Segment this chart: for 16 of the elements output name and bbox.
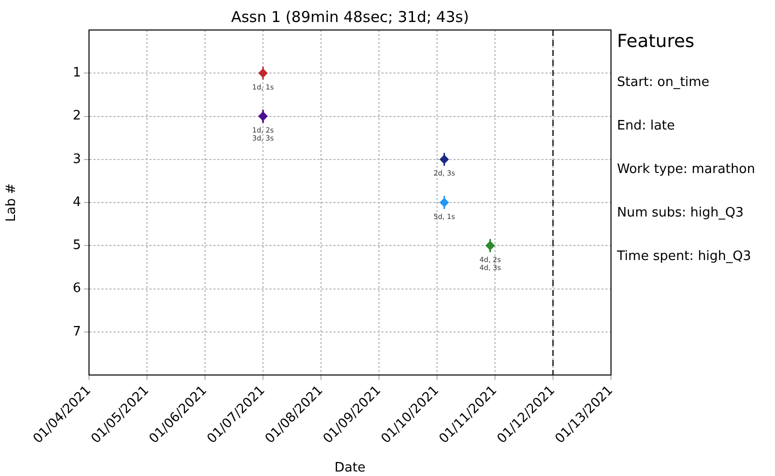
text: Work type: marathon — [617, 162, 756, 177]
text: Features — [617, 31, 694, 52]
y-tick-label: 1 — [72, 66, 81, 80]
y-axis-title: Lab # — [4, 183, 20, 222]
x-axis-title: Date — [334, 460, 366, 476]
text: Time spent: high_Q3 — [616, 249, 752, 264]
y-tick-label: 2 — [72, 108, 81, 124]
y-tick-label: 5 — [72, 238, 81, 253]
y-tick-label: 7 — [72, 324, 81, 340]
text: Num subs: high_Q3 — [617, 206, 744, 220]
y-tick-label: 3 — [72, 152, 81, 167]
text: Start: on_time — [617, 75, 710, 90]
y-tick-label: 4 — [72, 194, 81, 210]
y-tick-label: 6 — [72, 281, 81, 296]
text: End: late — [617, 118, 675, 134]
chart-title: Assn 1 (89min 48sec; 31d; 43s) — [231, 8, 469, 26]
